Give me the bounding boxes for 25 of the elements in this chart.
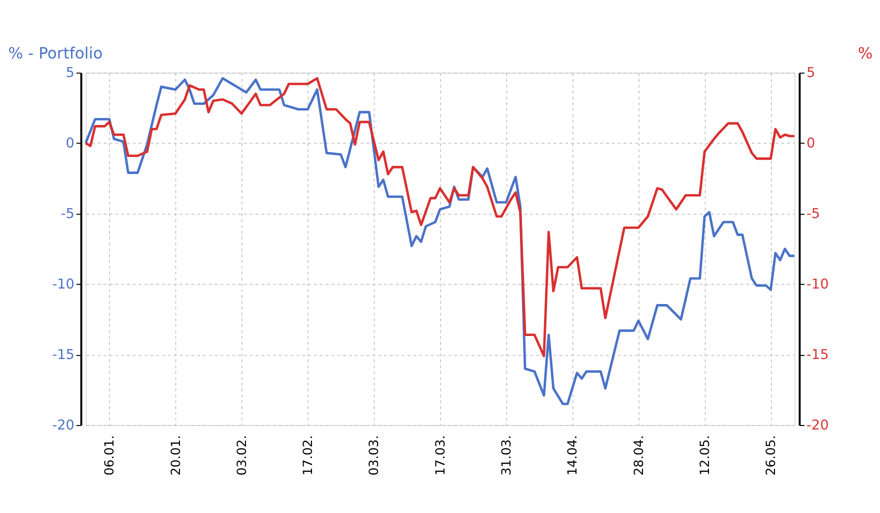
y2-tick-label: 0 [806,136,816,152]
y-tick-label: 5 [66,65,74,82]
x-tick-label: 31.03. [498,435,514,476]
x-tick-label: 12.05. [696,435,712,476]
x-tick-label: 03.03. [366,435,382,476]
y-tick-label: -20 [52,417,74,434]
y-tick-label: -5 [60,206,74,222]
x-tick-label: 06.01. [102,435,117,476]
y-tick-label: -15 [52,346,74,363]
x-tick-label: 17.02. [300,435,316,476]
x-tick-label: 20.01. [168,435,183,476]
x-tick-label: 28.04. [630,435,646,476]
x-tick-label: 03.02. [234,435,249,476]
y2-tick-label: -10 [806,276,829,292]
y-tick-label: 0 [66,136,74,152]
y2-tick-label: 5 [806,65,816,82]
x-tick-label: 14.04. [564,435,580,476]
y-axis-title: % - Portfolio [8,44,103,63]
y2-tick-label: -5 [806,206,820,222]
x-tick-label: 26.05. [763,435,778,476]
y2-axis-title: % [858,44,873,63]
y2-tick-label: -15 [806,346,829,363]
y2-tick-label: -20 [806,417,829,434]
y-tick-label: -10 [52,276,74,292]
x-tick-label: 17.03. [432,435,448,476]
